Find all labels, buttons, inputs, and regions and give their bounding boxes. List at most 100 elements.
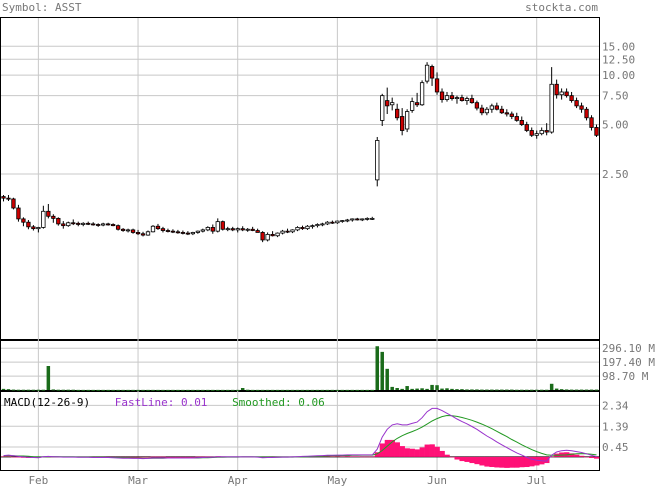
volume-bar <box>320 389 325 391</box>
x-tick-label: Feb <box>28 474 48 486</box>
volume-bar <box>365 389 370 391</box>
volume-bar <box>161 389 165 391</box>
volume-tick-label: 197.40 M <box>602 356 655 369</box>
volume-bar <box>510 389 514 391</box>
macd-histogram-bar <box>185 456 191 458</box>
candle-body <box>220 221 225 230</box>
candle-body <box>190 232 196 235</box>
volume-bar <box>425 388 429 390</box>
candle-body <box>61 223 66 227</box>
candle-body <box>310 225 315 228</box>
macd-histogram-bar <box>140 456 146 458</box>
volume-bar <box>290 389 295 391</box>
volume-bar <box>51 389 56 391</box>
volume-bar <box>280 389 285 391</box>
candle-body <box>295 227 300 231</box>
macd-histogram-bar <box>155 456 161 458</box>
candle-body <box>275 232 280 237</box>
volume-bar <box>151 389 155 391</box>
candle-body <box>240 228 245 231</box>
macd-histogram-bar <box>5 456 12 457</box>
candle-body <box>320 223 325 226</box>
macd-histogram-bar <box>464 456 470 462</box>
macd-histogram-bar <box>10 456 17 458</box>
candle-body <box>449 95 455 99</box>
volume-bar <box>495 389 499 391</box>
candle-body <box>390 102 395 106</box>
candle-body <box>594 127 599 136</box>
volume-bar <box>216 389 220 391</box>
x-tick-label: May <box>327 474 347 486</box>
candle-body <box>360 218 365 221</box>
volume-bar <box>61 389 66 391</box>
volume-bar <box>270 389 275 391</box>
macd-histogram-bar <box>454 456 460 460</box>
volume-bar <box>250 389 255 391</box>
volume-bar <box>430 384 434 390</box>
candle-body <box>215 221 220 232</box>
volume-bar <box>335 389 340 391</box>
site-label[interactable]: stockta.com <box>525 1 598 14</box>
price-tick-label: 5.00 <box>602 119 629 132</box>
candle-body <box>504 112 509 115</box>
candle-body <box>1 196 6 199</box>
macd-histogram-bar <box>569 453 575 457</box>
volume-bar <box>240 388 245 390</box>
candle-body <box>305 225 310 230</box>
candle-body <box>225 228 230 231</box>
volume-bar <box>71 389 76 391</box>
candle-body <box>434 78 440 93</box>
candle-body <box>31 226 36 230</box>
volume-bar <box>529 389 534 391</box>
volume-bar <box>345 389 350 391</box>
macd-histogram-bar <box>354 456 361 457</box>
macd-histogram-bar <box>344 456 351 457</box>
macd-histogram-bar <box>479 456 485 466</box>
candle-body <box>395 108 400 119</box>
volume-bar <box>355 389 360 391</box>
volume-bar <box>81 389 85 391</box>
volume-bar <box>91 389 95 391</box>
volume-bar <box>1 388 6 390</box>
x-tick-label: Mar <box>128 474 148 486</box>
macd-histogram-bar <box>135 456 141 458</box>
candle-body <box>205 227 210 231</box>
macd-histogram-bar <box>519 456 525 468</box>
candle-body <box>200 229 205 232</box>
candle-body <box>36 227 41 230</box>
candle-body <box>514 116 519 121</box>
price-panel-frame <box>0 17 600 340</box>
volume-bar <box>11 389 16 391</box>
volume-bar <box>111 389 115 391</box>
volume-bar <box>221 389 225 391</box>
macd-histogram-bar <box>414 449 420 457</box>
volume-bar <box>579 389 584 391</box>
volume-bar <box>400 388 404 390</box>
macd-tick-label: 2.34 <box>602 399 629 412</box>
volume-bar <box>584 389 589 391</box>
candle-body <box>110 224 116 227</box>
candle-body <box>544 130 549 133</box>
candle-body <box>464 98 470 101</box>
volume-bar <box>385 368 389 390</box>
candle-body <box>335 220 340 224</box>
candle-body <box>145 231 151 236</box>
volume-bar <box>420 388 424 390</box>
price-tick-label: 7.50 <box>602 90 629 103</box>
volume-bar <box>275 389 280 391</box>
volume-bar <box>465 389 469 391</box>
macd-histogram-bar <box>499 456 505 468</box>
volume-bar <box>86 389 90 391</box>
candle-body <box>81 222 86 225</box>
candle-body <box>130 229 136 233</box>
macd-histogram-bar <box>1 456 7 457</box>
candle-body <box>419 82 425 106</box>
macd-histogram-bar <box>469 456 475 464</box>
volume-bar <box>31 389 36 391</box>
macd-histogram-bar <box>324 456 331 457</box>
candle-body <box>589 117 594 128</box>
candle-body <box>175 231 181 234</box>
volume-bar <box>295 389 300 391</box>
macd-histogram-bar <box>364 456 371 458</box>
volume-bar <box>230 389 235 391</box>
